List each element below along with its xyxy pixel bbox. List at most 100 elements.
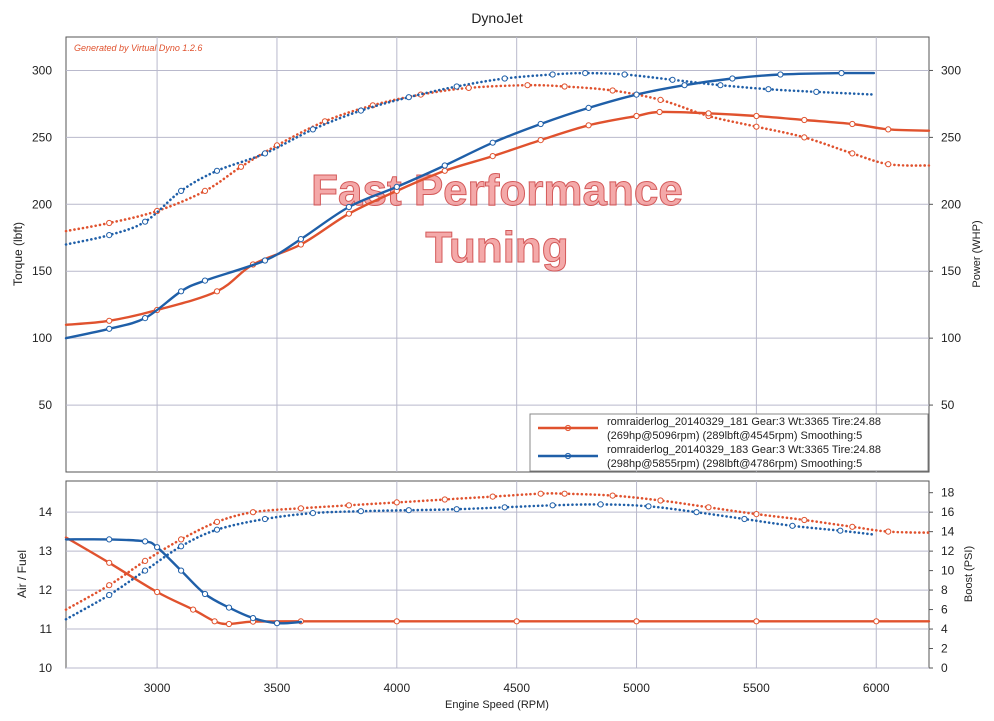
- series-run-183-power-point: [633, 91, 640, 98]
- series-run-183-boost-point: [501, 504, 508, 511]
- series-run-183-air-fuel-point: [178, 567, 185, 574]
- series-run-181-air-fuel-point: [513, 618, 520, 625]
- top-plot-series: [64, 70, 931, 340]
- legend-box: [529, 413, 929, 472]
- watermark-line-1: Fast Performance: [311, 166, 683, 215]
- series-run-183-boost-point: [453, 506, 460, 513]
- series-run-183-torque-point: [261, 150, 269, 157]
- bottom-y2-tick-label: 4: [941, 622, 948, 636]
- series-run-181-torque-point: [321, 118, 328, 125]
- x-tick-label: 6000: [863, 681, 890, 695]
- series-run-183-torque-point: [717, 82, 724, 89]
- series-run-181-power-point: [656, 108, 663, 116]
- series-run-181-torque-point: [561, 83, 568, 90]
- top-axis-ticks: 50 100 150 200 250 300 50 100 150 200 250 300: [32, 63, 961, 412]
- top-y-tick-label: 250: [32, 130, 52, 144]
- series-run-181-boost-point: [345, 502, 352, 509]
- series-run-183-boost-point: [645, 503, 652, 510]
- legend-run-183-line2: (298hp@5855rpm) (298lbft@4786rpm) Smooth…: [607, 458, 862, 470]
- series-run-181-air-fuel-point: [225, 620, 233, 628]
- series-run-183-boost-point: [597, 501, 604, 508]
- series-run-183-power-point: [777, 71, 784, 78]
- series-run-183-boost-point: [837, 527, 844, 534]
- series-run-183-torque-point: [621, 71, 628, 78]
- bottom-gridlines: [66, 481, 929, 669]
- bottom-y2-tick-label: 18: [941, 486, 955, 500]
- series-run-183-power-point: [393, 183, 400, 190]
- series-run-181-power-point: [106, 317, 113, 324]
- top-y2-tick-label: 250: [941, 130, 961, 144]
- x-tick-label: 4000: [383, 681, 410, 695]
- series-run-181-boost-point: [142, 557, 149, 565]
- bottom-plot-series: [64, 490, 931, 628]
- series-run-181-boost-point: [106, 582, 113, 589]
- top-y2-tick-label: 50: [941, 398, 955, 412]
- series-run-181-air-fuel-point: [393, 618, 400, 625]
- series-run-181-power-point: [213, 288, 221, 295]
- series-run-181-air-fuel-point: [873, 618, 880, 625]
- series-run-181-torque-point: [849, 150, 856, 157]
- x-tick-label: 4500: [503, 681, 530, 695]
- series-run-183-power-point: [729, 75, 736, 82]
- torque-axis-label: Torque (lbft): [11, 222, 25, 286]
- x-tick-label: 5000: [623, 681, 650, 695]
- top-gridlines: [66, 37, 929, 472]
- series-run-183-boost-point: [357, 508, 364, 515]
- series-run-183-torque-point: [142, 218, 149, 225]
- series-run-181-power-point: [585, 122, 592, 129]
- series-run-183-air-fuel-point: [225, 604, 233, 611]
- series-run-183-boost-point: [142, 567, 149, 574]
- top-y2-tick-label: 150: [941, 264, 961, 278]
- bottom-y2-tick-label: 12: [941, 544, 955, 558]
- series-run-183-torque-point: [669, 76, 676, 83]
- series-run-181-torque-point: [609, 87, 616, 94]
- series-run-183-power-point: [441, 162, 448, 169]
- series-run-181-power-point: [849, 120, 856, 128]
- series-run-181-boost-point: [178, 536, 185, 543]
- generated-note: Generated by Virtual Dyno 1.2.6: [74, 43, 202, 53]
- series-run-183-power-point: [345, 203, 352, 211]
- series-run-181-boost-point: [249, 509, 257, 516]
- series-run-181-boost-point: [561, 490, 568, 497]
- series-run-181-torque-point: [657, 96, 664, 104]
- series-run-183-boost-point: [178, 543, 185, 550]
- bottom-y-tick-label: 11: [40, 622, 53, 636]
- series-run-181-torque-point: [801, 134, 808, 141]
- top-y-tick-label: 150: [32, 264, 52, 278]
- series-run-181-power-point: [885, 126, 892, 133]
- engine-speed-axis-label: Engine Speed (RPM): [445, 699, 549, 711]
- series-run-183-power-point: [585, 104, 592, 112]
- series-run-181-torque-point: [465, 84, 472, 92]
- series-run-183-torque-point: [765, 86, 772, 93]
- series-run-183-power-point: [838, 70, 845, 77]
- series-run-183-torque-point: [549, 71, 556, 78]
- series-run-183-boost-point: [405, 507, 412, 514]
- chart-title: DynoJet: [471, 10, 522, 26]
- series-run-181-torque-point: [106, 219, 113, 227]
- series-run-183-air-fuel-point: [201, 590, 209, 598]
- legend: romraiderlog_20140329_181 Gear:3 Wt:3365…: [529, 413, 929, 472]
- series-run-181-air-fuel-point: [211, 618, 218, 625]
- series-run-183-torque-point: [813, 88, 820, 96]
- series-run-181-boost-point: [657, 497, 664, 504]
- series-run-183-power-point: [489, 139, 496, 146]
- air-fuel-axis-label: Air / Fuel: [15, 550, 29, 598]
- series-run-183-torque-point: [453, 83, 460, 90]
- series-run-181-torque-point: [524, 82, 531, 89]
- series-run-183-power-point: [142, 315, 149, 322]
- series-run-181-power-point: [345, 210, 352, 217]
- series-run-181-air-fuel-point: [154, 588, 161, 596]
- series-run-183-boost-point: [213, 526, 221, 533]
- series-run-183-torque-point: [405, 94, 412, 101]
- bottom-axis-ticks: 3000 3500 4000 4500 5000 5500 6000 10 11 12 13 14 0 2…: [39, 486, 955, 695]
- legend-run-181-line1: romraiderlog_20140329_181 Gear:3 Wt:3365…: [607, 416, 881, 428]
- x-tick-label: 5500: [743, 681, 770, 695]
- series-run-183-torque-point: [582, 70, 589, 77]
- bottom-y2-tick-label: 16: [941, 505, 955, 519]
- series-run-183-boost-point: [741, 515, 748, 523]
- series-run-181-boost-point: [753, 510, 760, 518]
- top-y-tick-label: 300: [32, 63, 52, 77]
- series-run-181-boost-point: [393, 499, 400, 506]
- legend-run-181-line2: (269hp@5096rpm) (289lbft@4545rpm) Smooth…: [607, 430, 862, 442]
- series-run-181-boost-point: [441, 496, 448, 503]
